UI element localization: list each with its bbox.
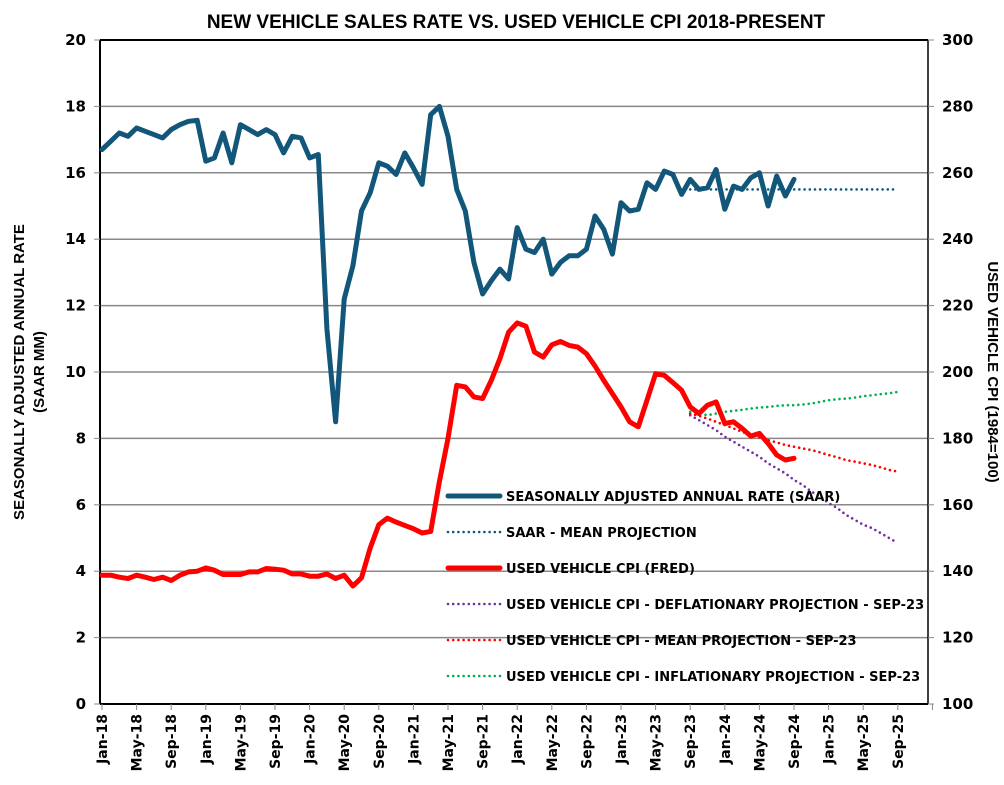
legend: SEASONALLY ADJUSTED ANNUAL RATE (SAAR) SA… [445,490,924,685]
x-tick-label: Jan-24 [718,714,734,765]
x-tick-label: May-22 [545,714,561,771]
x-tick-label: Jan-20 [303,714,319,765]
right-tick-label: 200 [942,363,973,381]
legend-label: USED VEHICLE CPI - INFLATIONARY PROJECTI… [506,670,920,685]
left-tick-label: 8 [76,429,86,447]
x-tick-label: May-19 [233,714,249,771]
left-tick-label: 12 [65,297,86,315]
chart-title: NEW VEHICLE SALES RATE VS. USED VEHICLE … [207,12,826,33]
left-tick-label: 0 [76,695,86,713]
x-tick-label: Jan-23 [614,714,630,765]
left-tick-label: 16 [65,164,86,182]
x-tick-label: May-23 [649,714,665,771]
x-tick-label: Sep-23 [683,714,699,769]
series-lines [99,103,900,589]
left-axis-label: SEASONALLY ADJUSTED ANNUAL RATE (SAAR MM… [11,224,48,520]
x-tick-label: Jan-22 [510,714,526,765]
left-axis-ticks: 0 2 4 6 8 10 12 14 16 18 20 [65,31,100,713]
right-tick-label: 120 [942,629,973,647]
x-tick-label: May-20 [337,714,353,772]
left-tick-label: 6 [76,496,86,514]
x-tick-label: Sep-24 [787,714,803,769]
legend-label: USED VEHICLE CPI - DEFLATIONARY PROJECTI… [506,598,924,613]
x-tick-label: Jan-25 [822,714,838,765]
seasonally-adjusted-annual-rate-saar-line [99,103,797,425]
right-tick-label: 160 [942,496,973,514]
right-tick-label: 260 [942,164,973,182]
right-tick-label: 220 [942,297,973,315]
right-tick-label: 280 [942,97,973,115]
right-tick-label: 300 [942,31,973,49]
x-tick-label: May-25 [856,714,872,771]
x-tick-label: Sep-22 [579,714,595,769]
left-tick-label: 2 [76,629,86,647]
used-vehicle-cpi-mean-projection-sep-23-line [688,412,900,473]
right-tick-label: 240 [942,230,973,248]
used-vehicle-cpi-fred-line [99,320,797,589]
used-vehicle-cpi-deflationary-projection-sep-23-line [688,413,900,545]
legend-label: USED VEHICLE CPI (FRED) [506,562,695,577]
x-tick-label: Sep-20 [372,714,388,769]
right-tick-label: 100 [942,695,973,713]
left-axis-label-line2: (SAAR MM) [31,331,48,413]
left-tick-label: 18 [65,97,86,115]
x-tick-label: May-24 [752,714,768,772]
legend-label: USED VEHICLE CPI - MEAN PROJECTION - SEP… [506,634,857,649]
left-tick-label: 20 [65,31,86,49]
x-tick-label: Jan-19 [199,714,215,765]
x-tick-label: Sep-21 [476,714,492,769]
x-axis-ticks: Jan-18 May-18 Sep-18 Jan-19 May-19 Sep-19 Jan-… [95,704,933,772]
x-tick-label: Jan-21 [406,714,422,765]
left-tick-label: 10 [65,363,86,381]
x-tick-label: Jan-18 [95,714,111,765]
right-tick-label: 140 [942,562,973,580]
x-tick-label: Sep-18 [164,714,180,769]
x-tick-label: May-21 [441,714,457,771]
left-tick-label: 14 [65,230,86,248]
left-tick-label: 4 [76,562,86,580]
right-axis-label: USED VEHICLE CPI (1984=100) [984,261,1001,482]
right-tick-label: 180 [942,429,973,447]
legend-label: SAAR - MEAN PROJECTION [506,526,697,541]
gridlines [100,105,928,639]
x-tick-label: Sep-19 [268,714,284,769]
right-axis-ticks: 100 120 140 160 180 200 220 240 260 280 300 [928,31,973,713]
left-axis-label-line1: SEASONALLY ADJUSTED ANNUAL RATE [11,224,28,520]
legend-label: SEASONALLY ADJUSTED ANNUAL RATE (SAAR) [506,490,840,505]
used-vehicle-cpi-inflationary-projection-sep-23-line [688,390,900,417]
x-tick-label: Sep-25 [891,714,907,769]
x-tick-label: May-18 [130,714,146,771]
